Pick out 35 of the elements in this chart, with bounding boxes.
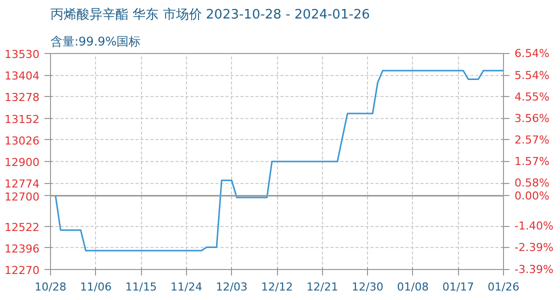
chart-subtitle: 含量:99.9%国标 bbox=[50, 34, 141, 48]
y2-tick-label: 3.56% bbox=[514, 112, 550, 125]
y2-tick-label: 2.57% bbox=[514, 133, 550, 146]
x-tick-label: 01/26 bbox=[488, 280, 520, 294]
y-tick-label: 13530 bbox=[4, 48, 40, 61]
x-tick-label: 11/06 bbox=[80, 280, 112, 294]
y-tick-label: 13026 bbox=[4, 134, 40, 148]
y2-tick-label: 0.58% bbox=[514, 176, 550, 190]
x-tick-label: 12/03 bbox=[216, 280, 248, 294]
y2-tick-label: 1.57% bbox=[514, 155, 550, 168]
x-tick-label: 01/17 bbox=[442, 280, 474, 294]
y-tick-label: 13404 bbox=[4, 70, 40, 83]
chart-title: 丙烯酸异辛酯 华东 市场价 2023-10-28 - 2024-01-26 bbox=[50, 8, 370, 22]
y-tick-label: 13152 bbox=[4, 112, 40, 126]
y2-tick-label: 6.54% bbox=[514, 47, 550, 60]
x-tick-label: 12/30 bbox=[352, 280, 384, 294]
y-tick-label: 12900 bbox=[4, 156, 40, 169]
y-tick-label: 12522 bbox=[4, 220, 40, 234]
y-tick-label: 12270 bbox=[4, 264, 40, 277]
x-tick-label: 12/21 bbox=[306, 280, 338, 294]
y-tick-label: 12700 bbox=[4, 190, 40, 204]
x-tick-label: 10/28 bbox=[34, 280, 66, 294]
y2-tick-label: -2.39% bbox=[514, 241, 554, 254]
y2-tick-label: 0.00% bbox=[514, 189, 550, 202]
x-tick-label: 01/08 bbox=[397, 280, 429, 294]
y2-tick-label: 4.55% bbox=[514, 90, 550, 104]
y2-tick-label: -3.39% bbox=[514, 263, 554, 276]
x-tick-label: 11/15 bbox=[125, 280, 157, 294]
x-tick-label: 12/12 bbox=[261, 280, 293, 294]
y-tick-label: 12774 bbox=[4, 178, 40, 191]
y-tick-label: 12396 bbox=[4, 242, 40, 256]
y2-tick-label: -1.40% bbox=[514, 220, 554, 233]
x-tick-label: 11/24 bbox=[170, 280, 202, 294]
y2-tick-label: 5.54% bbox=[514, 68, 550, 82]
y-tick-label: 13278 bbox=[4, 91, 40, 104]
